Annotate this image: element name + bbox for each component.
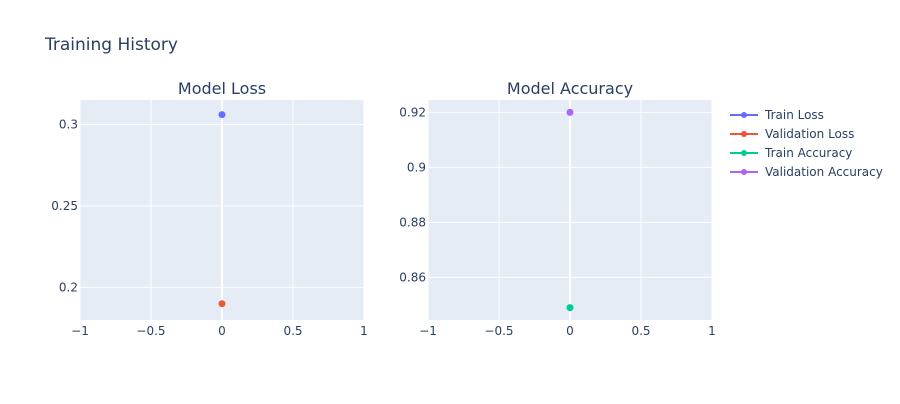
y-tick-label: 0.88 bbox=[399, 215, 426, 229]
legend-item[interactable]: Train Accuracy bbox=[730, 146, 852, 160]
x-tick-label: 0.5 bbox=[283, 324, 302, 338]
y-tick-label: 0.86 bbox=[399, 270, 426, 284]
x-tick-label: 1 bbox=[360, 324, 368, 338]
legend-swatch-marker bbox=[741, 150, 747, 156]
legend-swatch-marker bbox=[741, 112, 747, 118]
legend-item[interactable]: Validation Loss bbox=[730, 127, 854, 141]
legend-label: Validation Loss bbox=[765, 127, 854, 141]
chart-title: Training History bbox=[44, 35, 178, 55]
subplot-title: Model Loss bbox=[178, 79, 266, 98]
legend-item[interactable]: Validation Accuracy bbox=[730, 165, 883, 179]
data-point bbox=[218, 300, 226, 308]
x-tick-label: −1 bbox=[419, 324, 437, 338]
y-tick-label: 0.92 bbox=[399, 105, 426, 119]
legend: Train Loss Validation Loss Train Accuracy V… bbox=[730, 108, 883, 179]
subplot-1: −1 −0.5 0 0.5 1 0.2 0.25 0.3 Model Loss bbox=[51, 79, 368, 338]
x-tick-label: −1 bbox=[71, 324, 89, 338]
legend-label: Train Accuracy bbox=[764, 146, 852, 160]
y-tick-label: 0.25 bbox=[51, 199, 78, 213]
legend-swatch-marker bbox=[741, 169, 747, 175]
x-tick-label: −0.5 bbox=[484, 324, 513, 338]
legend-label: Train Loss bbox=[764, 108, 824, 122]
legend-swatch-marker bbox=[741, 131, 747, 137]
y-tick-label: 0.2 bbox=[59, 280, 78, 294]
subplot-title: Model Accuracy bbox=[507, 79, 633, 98]
data-point bbox=[218, 111, 226, 119]
x-tick-label: 1 bbox=[708, 324, 716, 338]
data-point bbox=[566, 108, 574, 116]
x-tick-label: 0.5 bbox=[631, 324, 650, 338]
x-tick-label: 0 bbox=[566, 324, 574, 338]
y-tick-label: 0.3 bbox=[59, 117, 78, 131]
x-tick-label: 0 bbox=[218, 324, 226, 338]
legend-item[interactable]: Train Loss bbox=[730, 108, 824, 122]
data-point bbox=[566, 304, 574, 312]
legend-label: Validation Accuracy bbox=[765, 165, 883, 179]
y-tick-label: 0.9 bbox=[407, 160, 426, 174]
subplot-2: −1 −0.5 0 0.5 1 0.86 0.88 0.9 0.92 Model Accuracy bbox=[399, 79, 716, 338]
x-tick-label: −0.5 bbox=[136, 324, 165, 338]
